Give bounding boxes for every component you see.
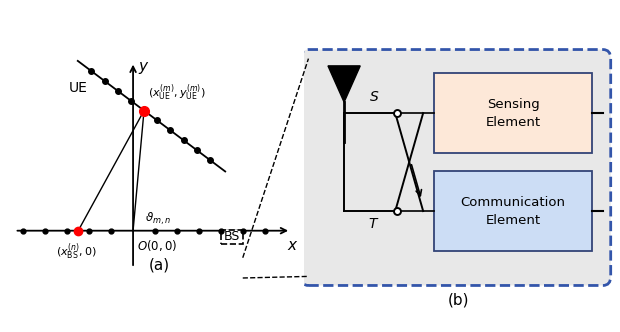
Text: $y$: $y$ xyxy=(138,59,149,76)
Polygon shape xyxy=(328,66,360,102)
Text: BS: BS xyxy=(224,230,240,243)
Text: $x$: $x$ xyxy=(288,238,299,253)
FancyBboxPatch shape xyxy=(221,230,243,244)
Text: $\vartheta_{m,n}$: $\vartheta_{m,n}$ xyxy=(145,211,171,227)
Text: $(x_{\mathrm{UE}}^{(m)},y_{\mathrm{UE}}^{(m)})$: $(x_{\mathrm{UE}}^{(m)},y_{\mathrm{UE}}^… xyxy=(148,82,206,103)
Text: $O(0,0)$: $O(0,0)$ xyxy=(137,238,177,253)
Text: $T$: $T$ xyxy=(368,216,379,230)
Text: Communication
Element: Communication Element xyxy=(461,196,565,226)
FancyBboxPatch shape xyxy=(434,171,592,251)
Text: UE: UE xyxy=(69,81,87,95)
FancyBboxPatch shape xyxy=(301,49,611,286)
Text: Sensing
Element: Sensing Element xyxy=(485,98,541,128)
Text: (b): (b) xyxy=(448,292,469,307)
Text: $S$: $S$ xyxy=(370,90,379,104)
FancyBboxPatch shape xyxy=(434,73,592,153)
Text: (a): (a) xyxy=(149,257,170,272)
Text: $(x_{\mathrm{BS}}^{(n)},0)$: $(x_{\mathrm{BS}}^{(n)},0)$ xyxy=(56,242,97,263)
